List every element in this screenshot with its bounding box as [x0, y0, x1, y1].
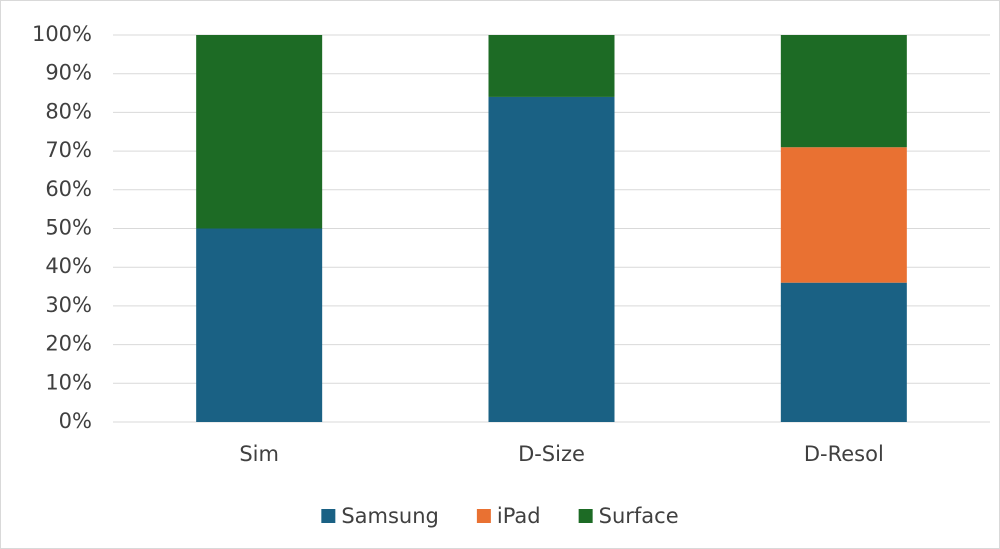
bar-segment [780, 147, 907, 283]
y-tick-label: 90% [45, 61, 92, 85]
y-tick-label: 10% [45, 370, 92, 394]
y-tick-label: 60% [45, 177, 92, 201]
legend-label: Surface [599, 504, 679, 528]
bar-segment [488, 96, 615, 423]
y-tick-label: 70% [45, 138, 92, 162]
y-tick-label: 80% [45, 99, 92, 123]
y-tick-label: 0% [59, 409, 92, 433]
bar-segment [488, 35, 615, 97]
bar-segment [196, 228, 323, 422]
bar-segment [780, 35, 907, 148]
y-tick-label: 50% [45, 216, 92, 240]
bar-segment [196, 35, 323, 229]
legend-swatch [578, 509, 593, 523]
y-tick-label: 20% [45, 332, 92, 356]
x-tick-label: D-Resol [804, 442, 884, 466]
legend-label: iPad [497, 504, 541, 528]
y-tick-label: 40% [45, 254, 92, 278]
legend-label: Samsung [341, 504, 439, 528]
bar-segment [780, 282, 907, 422]
y-tick-label: 30% [45, 293, 92, 317]
x-tick-label: D-Size [518, 442, 585, 466]
legend-swatch [476, 509, 491, 523]
legend-swatch [321, 509, 336, 523]
y-tick-label: 100% [32, 22, 92, 46]
x-tick-label: Sim [239, 442, 279, 466]
